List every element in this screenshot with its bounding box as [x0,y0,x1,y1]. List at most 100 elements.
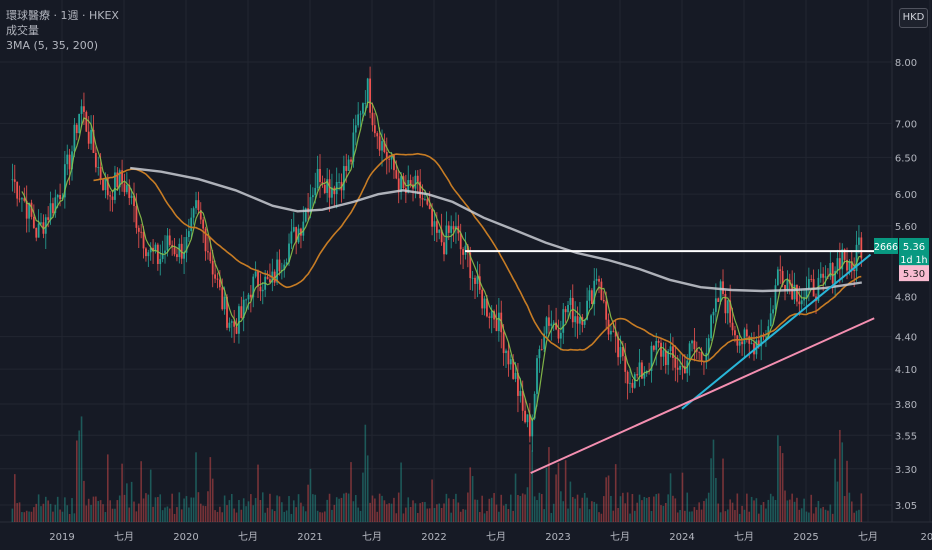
volume-bar [307,484,309,522]
volume-bar [278,496,281,522]
ma200-line [130,166,862,293]
candle-body [638,362,641,376]
symbol-title[interactable]: 環球醫療 · 1週 · HKEX [6,9,119,22]
candle-body [395,170,398,179]
volume-bar [235,512,238,522]
candle-body [674,357,677,368]
volume-bar [254,498,257,522]
candle-body [207,251,209,253]
volume-legend[interactable]: 成交量 [6,24,39,37]
candle-body [142,231,145,249]
candle-body [37,223,40,238]
volume-bar [393,497,395,522]
volume-bar [748,511,751,522]
candle-body [791,283,794,300]
currency-button[interactable]: HKD [899,8,928,28]
volume-bar [185,496,188,522]
candle-body [497,312,500,332]
volume-bar [467,492,469,522]
volume-bar [853,512,855,522]
volume-bar [543,509,545,522]
volume-bar [810,494,813,522]
volume-bar [571,497,574,522]
volume-bar [66,505,69,522]
volume-bar [591,501,593,522]
volume-bar [269,493,271,522]
resistance-price-label [899,265,929,282]
candle-body [512,359,515,379]
candle-body [528,414,531,437]
volume-bar [595,503,598,522]
volume-bar [800,508,803,522]
candle-body [218,279,221,288]
candle-body [488,316,491,318]
candle-body [102,179,104,191]
volume-bar [741,505,743,522]
candle-body [154,244,157,251]
volume-bar [765,508,767,522]
x-tick-label: 七月 [362,531,382,543]
volume-bar [476,499,479,522]
x-tick-label: 2025 [793,532,818,543]
volume-bar [381,495,383,522]
volume-bar [75,440,78,522]
volume-bar [87,498,90,522]
candle-body [121,170,123,184]
volume-bar [827,510,829,522]
volume-bar [159,494,162,522]
volume-bar [736,493,739,522]
volume-bar [321,512,324,522]
candle-body [230,321,233,323]
volume-bar [803,498,805,522]
candle-body [104,178,107,191]
volume-bar [135,511,138,522]
volume-bar [514,473,517,522]
volume-bar [140,461,142,522]
volume-bar [397,492,400,522]
volume-bar [402,513,405,522]
candle-body [657,340,660,343]
candle-body [731,322,734,331]
candle-body [295,227,298,243]
candle-body [52,203,54,214]
x-tick-label: 2020 [173,532,198,543]
volume-bar [855,510,858,522]
candle-body [440,229,443,243]
y-tick-label: 6.50 [895,153,917,164]
candle-body [49,203,52,220]
candle-body [183,252,185,259]
candle-body [314,187,317,196]
volume-bar [64,497,66,522]
candle-body [524,410,526,423]
volume-bar [812,513,815,522]
volume-bar [517,494,519,522]
candle-body [371,112,374,126]
volume-bar [622,492,624,522]
candle-body [743,329,746,345]
candle-body [273,271,276,283]
volume-bar [612,510,615,522]
volume-bar [16,503,18,522]
candle-body [180,243,183,259]
volume-bar [610,495,612,522]
volume-bar [519,495,522,522]
candle-body [722,281,724,295]
candle-body [383,141,386,153]
candle-body [130,195,133,198]
volume-bar [23,512,26,522]
volume-bar [583,492,586,522]
volume-bar [378,493,381,522]
volume-bar [102,504,104,522]
volume-bar [407,497,410,522]
y-tick-label: 3.30 [895,465,917,476]
volume-bar [73,513,76,522]
x-tick-label: 2023 [545,532,570,543]
ma-legend[interactable]: 3MA (5, 35, 200) [6,39,99,52]
volume-bar [779,445,782,522]
volume-bar [133,501,135,522]
volume-bar [433,508,436,522]
volume-bar [715,477,717,522]
volume-bar [376,511,379,522]
candle-body [30,202,33,217]
